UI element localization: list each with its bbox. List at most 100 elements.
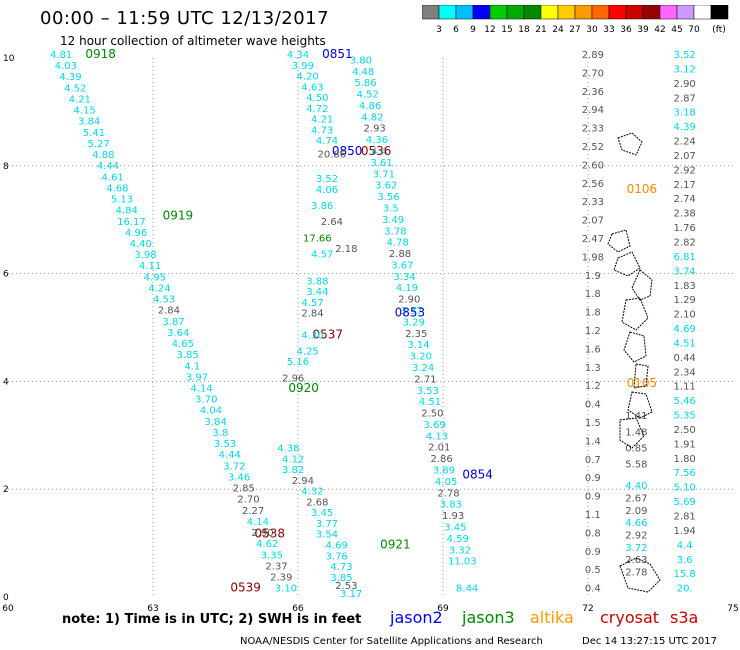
swh-value: 2.39 [270,572,292,583]
swh-value: 1.8 [585,289,601,300]
swh-value: 2.92 [674,165,696,176]
swh-value: 5.35 [674,411,696,422]
swh-value: 4.14 [191,384,213,395]
swh-value: 3.84 [78,117,100,128]
swh-value: 3.86 [311,201,333,212]
swh-value: 1.4 [585,436,601,447]
swh-value: 2.78 [625,567,647,578]
swh-value: 3.37 [400,306,422,317]
swh-value: 2.93 [364,124,386,135]
swh-value: 2.37 [265,561,287,572]
swh-value: 1.11 [674,382,696,393]
colorbar-tick-label: 45 [671,25,682,35]
pass-time-label: 0105 [627,376,658,390]
swh-value: 3.74 [674,266,696,277]
swh-value: 4.73 [311,125,333,136]
swh-value: 2.64 [321,217,343,228]
swh-value: 2.70 [582,68,604,79]
swh-value: 2.96 [282,373,304,384]
swh-value: 15.8 [674,569,696,580]
swh-value: 3.46 [228,472,250,483]
swh-value: 1.8 [585,308,601,319]
pass-time-label: 0537 [313,327,344,341]
colorbar-tick-label: 3 [436,25,442,35]
swh-value: 3.44 [306,287,328,298]
x-tick-label: 72 [582,604,593,614]
pass-time-label: 0851 [322,47,353,61]
swh-value: 2.36 [582,87,604,98]
swh-value: 4.24 [148,283,170,294]
colorbar-tick-label: 24 [552,25,564,35]
swh-value: 3.85 [330,573,352,584]
swh-value: 4.05 [435,477,457,488]
swh-value: 4.25 [297,346,319,357]
island-coastline [619,417,645,449]
swh-value: 4.50 [306,93,328,104]
swh-value: 0.4 [585,400,601,411]
y-tick-label: 2 [3,485,9,495]
swh-value: 2.35 [405,329,427,340]
swh-value: 5.46 [674,396,696,407]
pass-time-label: 0853 [395,306,426,320]
swh-value: 4.44 [97,161,119,172]
swh-value: 1.6 [585,344,601,355]
swh-value: 2.85 [233,484,255,495]
swh-value: 3.8 [212,428,228,439]
swh-value: 4.40 [130,239,152,250]
swh-value: 3.83 [440,500,462,511]
swh-value: 4.57 [311,249,333,260]
swh-value: 0.7 [585,455,601,466]
island-coastline [623,331,647,363]
colorbar-swatch [710,5,729,20]
y-tick-label: 8 [3,162,9,172]
swh-value: 4.30 [301,330,323,341]
swh-value: 4.68 [106,183,128,194]
swh-value: 2.33 [582,197,604,208]
swh-value: 2.63 [625,555,647,566]
swh-value: 5.69 [674,497,696,508]
swh-value: 1.76 [674,223,696,234]
swh-value: 1.2 [585,381,601,392]
x-tick-label: 60 [2,604,14,614]
swh-value: 2.17 [674,180,696,191]
swh-value: 2.50 [421,409,443,420]
swh-value: 2.89 [582,50,604,61]
swh-value: 2.34 [674,367,696,378]
colorbar-tick-label: 70 [688,25,700,35]
swh-value: 4.88 [92,150,114,161]
swh-value: 2.67 [625,494,647,505]
swh-value: 3.64 [167,328,189,339]
swh-value: 5.86 [354,78,376,89]
swh-value: 11.03 [448,557,477,568]
swh-value: 2.60 [582,160,604,171]
swh-value: 5.58 [625,460,647,471]
swh-value: 2.94 [582,105,604,116]
y-tick-label: 10 [3,54,15,64]
swh-value: 6.81 [674,252,696,263]
legend-jason3: jason3 [462,608,515,627]
swh-value: 5.41 [83,128,105,139]
swh-value: 0.9 [585,473,601,484]
page-subtitle: 12 hour collection of altimeter wave hei… [60,34,326,48]
swh-value: 0.8 [585,528,601,539]
swh-value: 2.47 [582,234,604,245]
swh-value: 2.53 [335,581,357,592]
swh-value: 4.06 [316,185,338,196]
credit-line: NOAA/NESDIS Center for Satellite Applica… [240,636,543,647]
swh-value: 4.53 [153,295,175,306]
swh-value: 3.98 [134,250,156,261]
swh-value: 3.35 [261,550,283,561]
swh-value: 4.82 [361,112,383,123]
swh-value: 4.59 [447,534,469,545]
swh-value: 0.44 [674,353,696,364]
swh-value: 3.17 [340,589,362,600]
swh-value: 4.66 [625,518,647,529]
swh-value: 2.07 [582,216,604,227]
swh-value: 4.95 [144,272,166,283]
swh-value: 3.85 [176,350,198,361]
swh-value: 2.71 [414,374,436,385]
swh-value: 20.86 [318,150,347,161]
swh-value: 5.10 [674,483,696,494]
pass-time-label: 0854 [462,467,493,481]
x-tick-label: 66 [292,604,304,614]
